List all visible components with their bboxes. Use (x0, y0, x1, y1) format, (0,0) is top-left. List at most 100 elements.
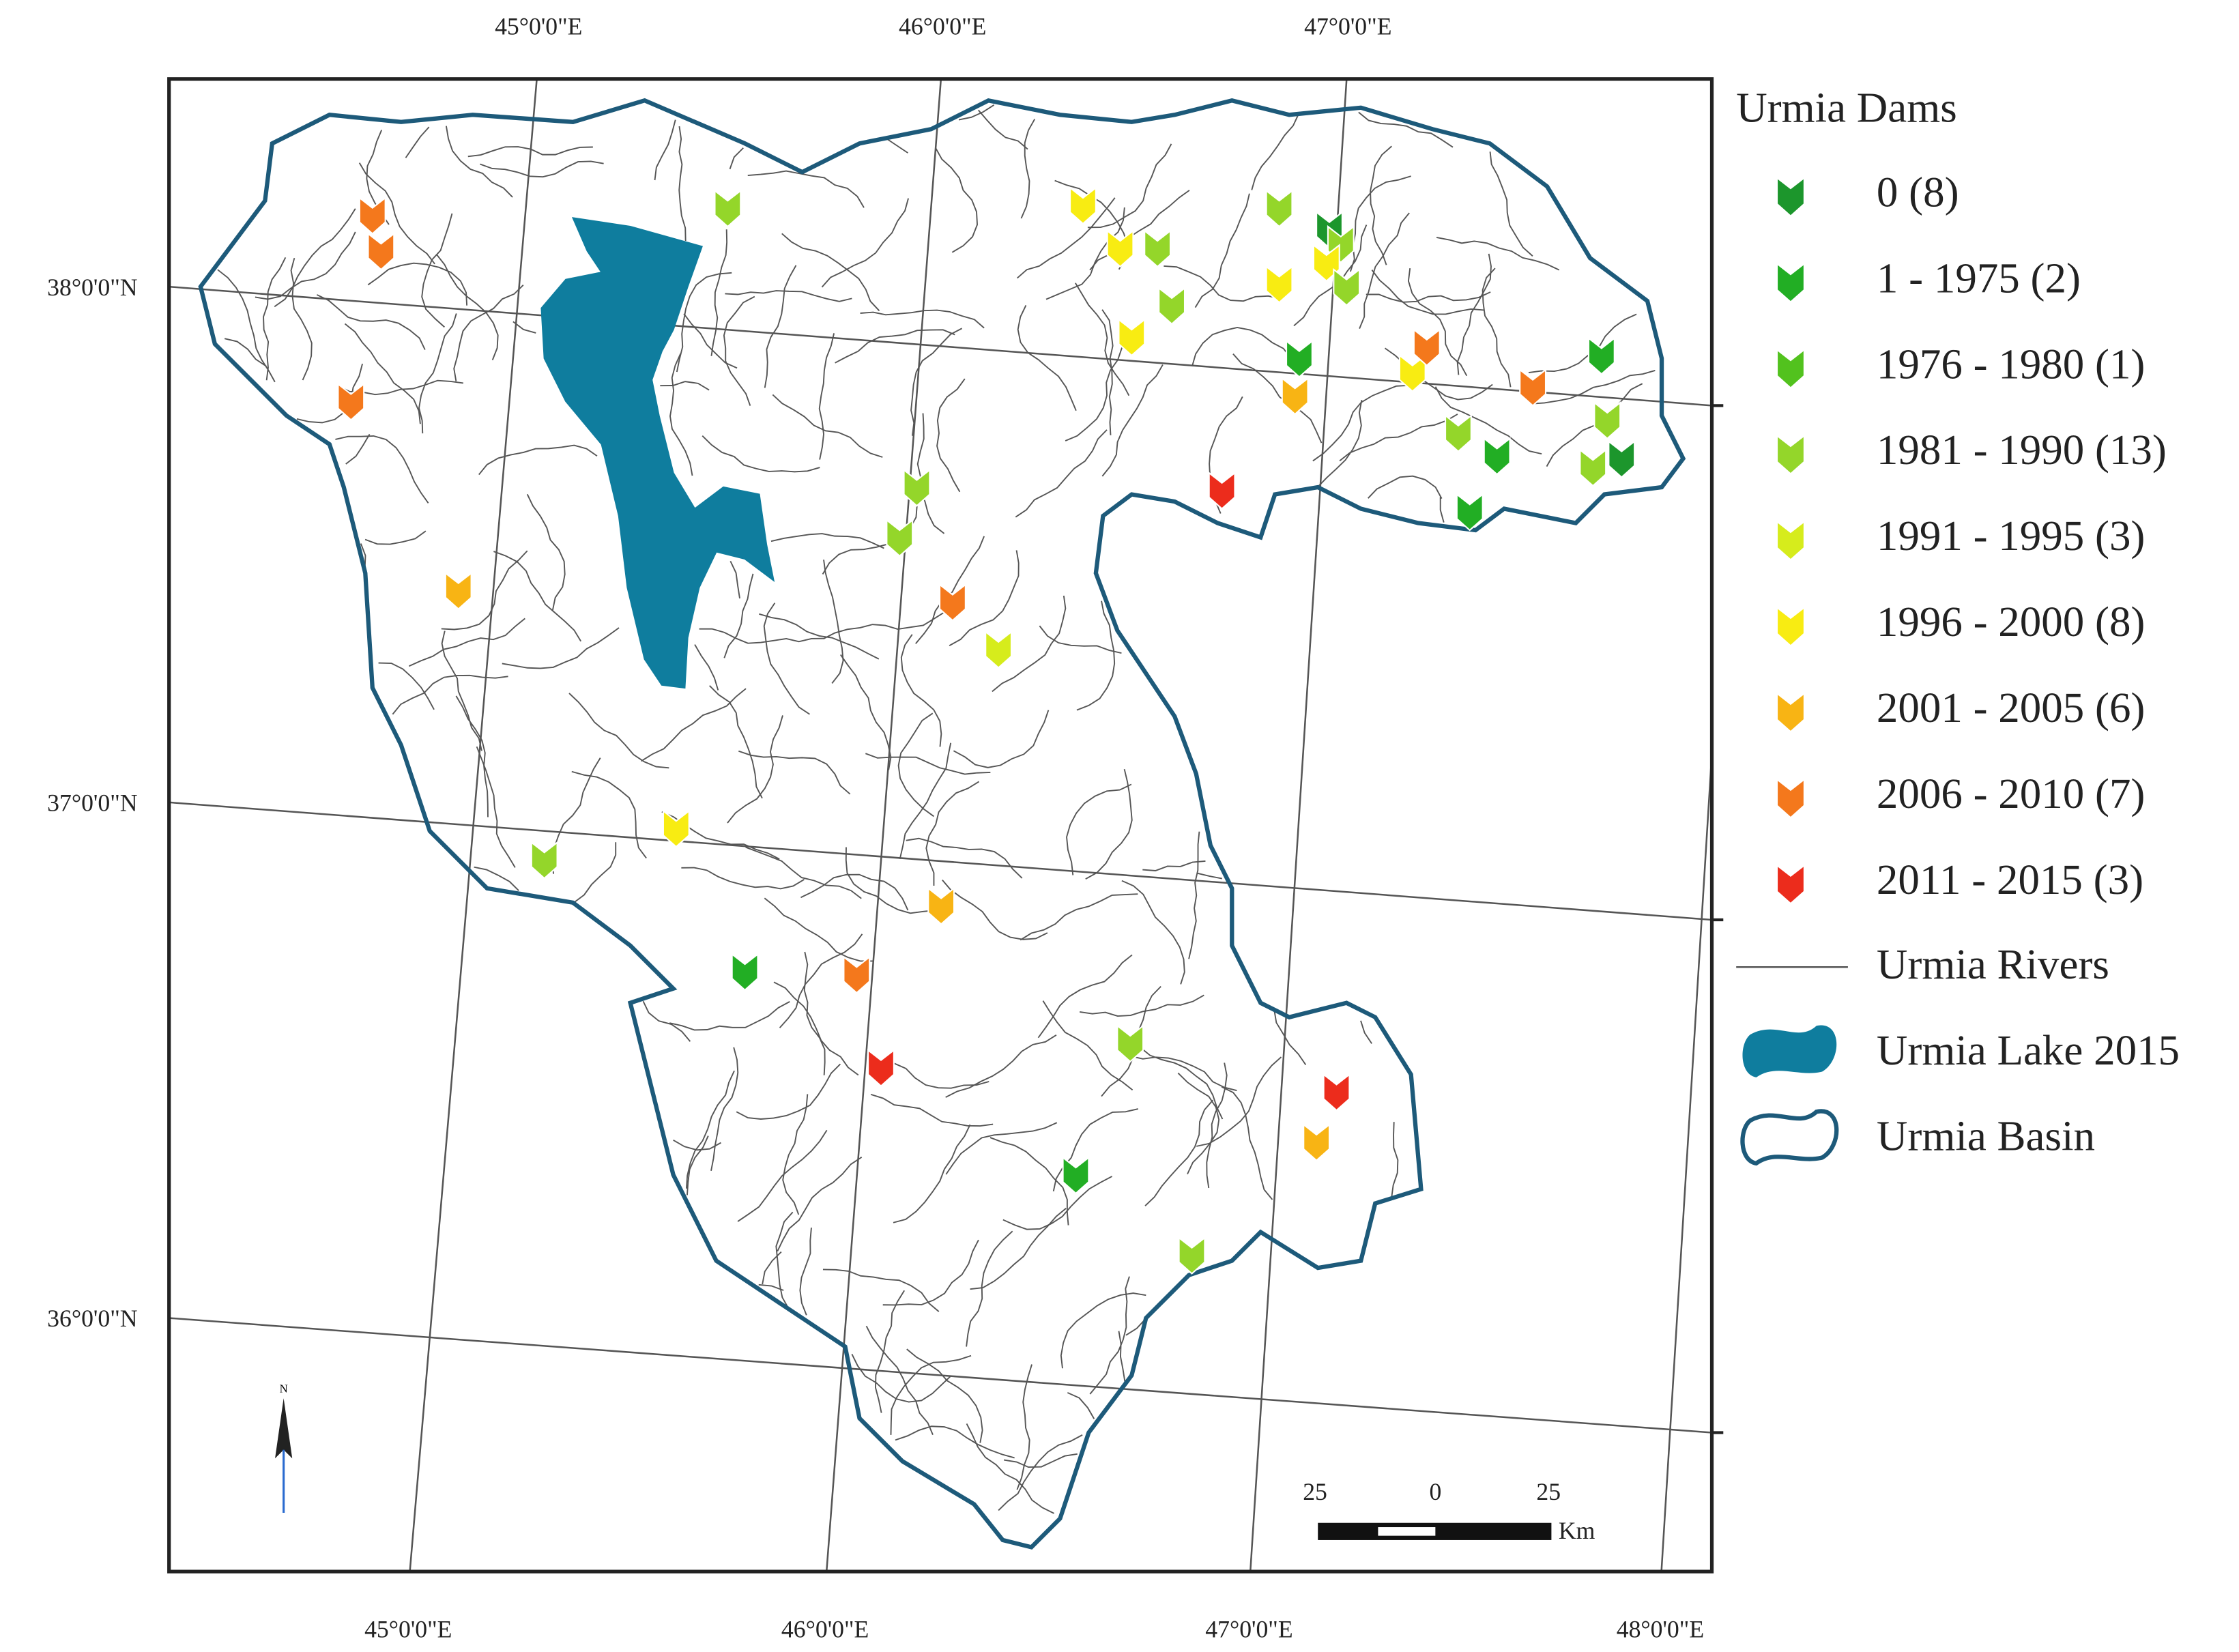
river (915, 536, 985, 644)
river (681, 867, 805, 890)
river (763, 603, 810, 715)
river (906, 1348, 983, 1443)
river (568, 693, 669, 769)
river (978, 109, 1028, 150)
river (845, 847, 936, 914)
river (935, 147, 979, 253)
river (1251, 113, 1299, 190)
scale-label: 25 (1536, 1478, 1561, 1505)
river (895, 1425, 1015, 1459)
river (641, 688, 747, 762)
river (1020, 893, 1138, 941)
top-label: 46°0'0"E (899, 13, 986, 40)
legend-swatch (1778, 867, 1804, 903)
river (1101, 364, 1164, 477)
river (1003, 1453, 1078, 1468)
river (1039, 625, 1122, 654)
river (364, 530, 427, 545)
river (1125, 1318, 1146, 1336)
river (900, 634, 942, 747)
dam (1608, 439, 1636, 478)
river (764, 265, 797, 388)
river (772, 394, 883, 458)
top-label: 45°0'0"E (495, 13, 582, 40)
river (467, 146, 593, 158)
dams (337, 186, 1636, 1275)
dam (1208, 471, 1236, 510)
legend-swatch (1778, 781, 1804, 817)
river (1060, 1292, 1146, 1369)
river (1089, 190, 1190, 271)
legend-title: Urmia Dams (1736, 84, 1957, 132)
river (1015, 429, 1108, 518)
river (1087, 143, 1172, 229)
river (435, 254, 499, 360)
dam (1158, 287, 1186, 325)
river (998, 1434, 1083, 1511)
river (840, 654, 892, 770)
rivers (217, 104, 1656, 1514)
river (803, 951, 826, 1075)
river (860, 309, 985, 329)
scale-bar: 25 0 25 Km (1303, 1478, 1595, 1544)
bottom-label: 47°0'0"E (1205, 1616, 1292, 1643)
river (875, 1290, 906, 1413)
dam (1519, 368, 1547, 407)
river (335, 435, 429, 504)
river (945, 1122, 1058, 1175)
river (1434, 386, 1542, 455)
river (1407, 267, 1468, 377)
legend-label: 1996 - 2000 (8) (1877, 598, 2146, 646)
river (1045, 207, 1125, 300)
legend-label: 2001 - 2005 (6) (1877, 684, 2146, 731)
river (886, 138, 908, 154)
river (654, 119, 676, 181)
river (953, 710, 1050, 768)
river (1439, 497, 1445, 523)
river (870, 1093, 994, 1127)
river (1194, 193, 1250, 308)
river (263, 257, 287, 381)
river (747, 170, 865, 208)
river (1089, 1276, 1130, 1395)
river (1368, 475, 1443, 499)
river (1482, 267, 1512, 388)
river (660, 381, 710, 391)
river (906, 837, 1023, 879)
legend-label: 2011 - 2015 (3) (1877, 856, 2143, 903)
river (418, 313, 457, 434)
dam (1456, 493, 1484, 532)
river (1391, 1122, 1399, 1198)
river (738, 750, 851, 795)
river (949, 550, 1020, 647)
dam (1579, 448, 1607, 487)
river (773, 981, 859, 1076)
river (687, 1135, 709, 1195)
river (1052, 1108, 1138, 1191)
river (224, 338, 267, 367)
river (1121, 880, 1185, 985)
river (405, 126, 430, 158)
river (408, 618, 525, 667)
river (775, 1211, 794, 1309)
river (345, 433, 371, 465)
river (821, 198, 909, 288)
river (1489, 151, 1533, 257)
river (762, 1251, 782, 1285)
river (822, 1269, 940, 1312)
river (1085, 768, 1133, 880)
dam (1333, 267, 1361, 306)
river (678, 126, 687, 242)
river (699, 628, 825, 644)
river (1370, 145, 1392, 265)
dam (1286, 339, 1313, 378)
dam (1069, 186, 1097, 225)
dam (1445, 414, 1472, 452)
dam (367, 232, 395, 271)
river (367, 262, 468, 306)
river (990, 1137, 1069, 1226)
river (1016, 1364, 1032, 1490)
river (1118, 1331, 1126, 1382)
river (897, 712, 935, 817)
